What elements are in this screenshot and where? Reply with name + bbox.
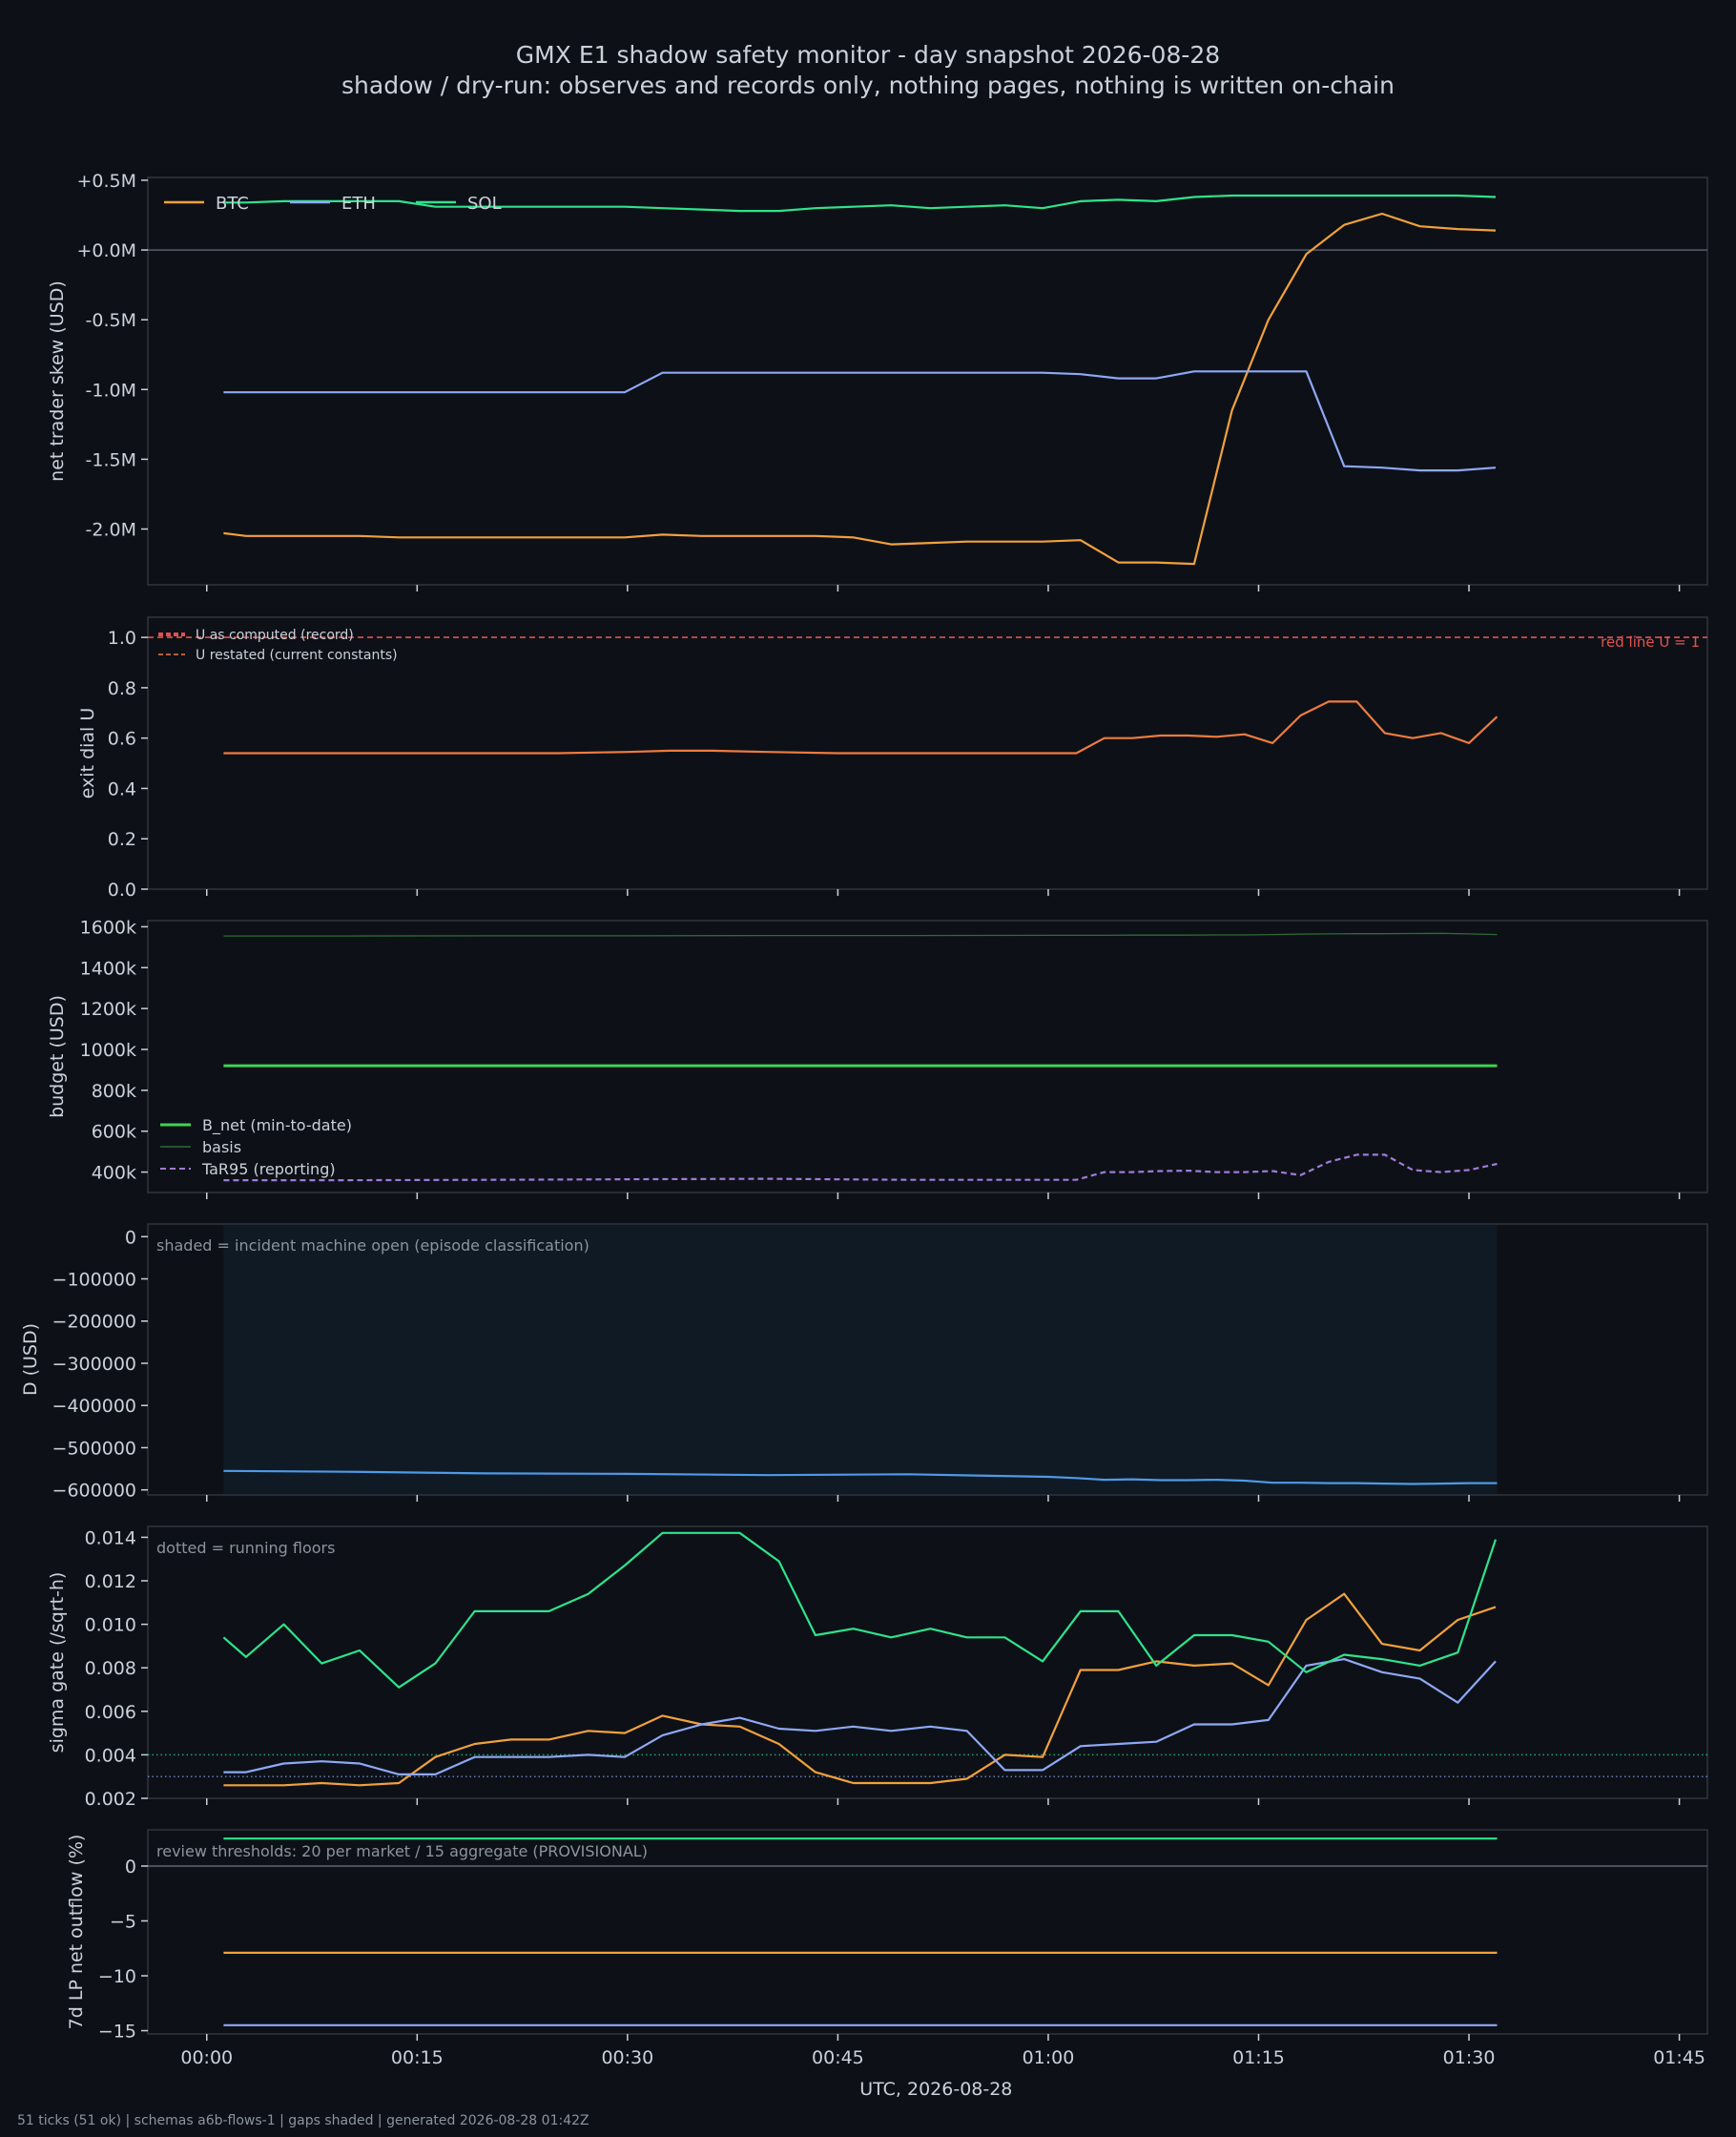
legend-skew: BTC ETH SOL [164, 194, 502, 214]
legend-label: basis [202, 1138, 241, 1156]
y-tick-label: +0.5M [76, 171, 136, 192]
plot-area [147, 176, 1708, 586]
red-line-annotation: red line U = 1 [1601, 633, 1700, 651]
panel-2: 1.0 0.8 0.6 0.4 0.2 0.0 exit dial U red line U … [77, 616, 1708, 901]
legend-label: TaR95 (reporting) [201, 1160, 336, 1178]
x-tick-label: 00:00 [180, 2047, 233, 2068]
plot-area [147, 1829, 1708, 2035]
y-tick-label: 600k [92, 1122, 136, 1143]
panel-3: 1600k 1400k 1200k 1000k 800k 600k 400k budget (… [47, 917, 1708, 1199]
panel-annotation: dotted = running floors [156, 1539, 335, 1557]
y-axis-label: net trader skew (USD) [47, 280, 68, 482]
x-tick-label: 00:45 [812, 2047, 864, 2068]
panels: +0.5M +0.0M -0.5M -1.0M -1.5M -2.0M net trader… [20, 171, 1708, 2100]
series-line-tar95-reporting- [223, 1153, 1498, 1182]
y-tick-label: -1.5M [86, 449, 136, 470]
y-tick-label: −100000 [52, 1270, 136, 1291]
panel-6: 0 −5 −10 −15 00:00 00:15 00:30 00:45 01:00 01:15 0… [66, 1829, 1708, 2100]
y-tick-label: 0.8 [108, 678, 136, 699]
series-line-btc [223, 212, 1497, 566]
panel-1: +0.5M +0.0M -0.5M -1.0M -1.5M -2.0M net trader… [47, 171, 1708, 591]
legend-label: B_net (min-to-date) [202, 1116, 352, 1135]
y-tick-label: 0.008 [85, 1658, 136, 1679]
y-tick-label: 0.4 [108, 778, 136, 799]
y-tick-label: −500000 [52, 1438, 136, 1459]
series-line-sol [223, 194, 1497, 213]
y-tick-label: −600000 [52, 1481, 136, 1502]
legend-budget: B_net (min-to-date) basis TaR95 (reporting… [160, 1116, 352, 1178]
y-tick-label: 0.004 [85, 1745, 136, 1766]
series-line-basis [223, 932, 1498, 937]
shaded-incident-region [223, 1225, 1498, 1494]
y-tick-label: 1.0 [108, 628, 136, 649]
y-tick-label: −300000 [52, 1354, 136, 1375]
y-tick-label: −5 [110, 1911, 136, 1932]
y-tick-label: 0 [125, 1857, 136, 1878]
x-tick-label: 01:45 [1653, 2047, 1705, 2068]
x-axis-label: UTC, 2026-08-28 [859, 2079, 1012, 2100]
panel-5: 0.014 0.012 0.010 0.008 0.006 0.004 0.002 sigma… [47, 1525, 1708, 1810]
panel-4: 0 −100000 −200000 −300000 −400000 −500000 −600… [20, 1223, 1708, 1502]
y-tick-label: 1400k [80, 958, 136, 979]
series-line-eth [223, 370, 1497, 472]
y-tick-label: 0.010 [85, 1615, 136, 1636]
y-tick-label: 1600k [80, 917, 136, 938]
panel-annotation: shaded = incident machine open (episode … [156, 1236, 589, 1255]
y-tick-label: −10 [98, 1966, 136, 1987]
y-axis-label: 7d LP net outflow (%) [66, 1835, 87, 2030]
y-tick-label: −400000 [52, 1396, 136, 1417]
y-tick-label: 0.6 [108, 729, 136, 750]
y-tick-label: −200000 [52, 1312, 136, 1333]
y-axis-label: exit dial U [77, 708, 98, 799]
y-tick-label: 800k [92, 1081, 136, 1102]
x-tick-label: 01:15 [1232, 2047, 1285, 2068]
series-line-btc [223, 1592, 1497, 1787]
legend-label: ETH [341, 194, 376, 214]
y-tick-label: 400k [92, 1163, 136, 1184]
legend-label: SOL [467, 194, 502, 214]
y-axis-label: D (USD) [20, 1323, 41, 1396]
y-tick-label: 0.002 [85, 1789, 136, 1810]
y-tick-label: -2.0M [86, 520, 136, 541]
x-tick-label: 01:00 [1023, 2047, 1075, 2068]
y-axis-label: sigma gate (/sqrt-h) [47, 1572, 68, 1753]
y-tick-label: 0 [125, 1227, 136, 1248]
series-line-sol [222, 1531, 1498, 1689]
plot-area [147, 1525, 1708, 1799]
legend-label: U as computed (record) [196, 628, 354, 643]
y-tick-label: 0.0 [108, 880, 136, 901]
y-tick-label: 0.014 [85, 1527, 136, 1548]
y-tick-label: 0.006 [85, 1702, 136, 1723]
y-tick-label: −15 [98, 2022, 136, 2043]
x-tick-label: 01:30 [1443, 2047, 1496, 2068]
panel-annotation: review thresholds: 20 per market / 15 ag… [156, 1842, 648, 1860]
series-line-d [223, 1469, 1498, 1485]
y-tick-label: -0.5M [86, 310, 136, 331]
legend-label: U restated (current constants) [196, 648, 398, 663]
x-tick-label: 00:30 [601, 2047, 653, 2068]
plot-area [147, 920, 1708, 1193]
y-tick-label: 1200k [80, 999, 136, 1020]
y-axis-label: budget (USD) [47, 995, 68, 1118]
legend-dial: U as computed (record) U restated (curren… [158, 628, 398, 663]
figure-footer: 51 ticks (51 ok) | schemas a6b-flows-1 |… [17, 2113, 589, 2128]
y-tick-label: -1.0M [86, 380, 136, 401]
legend-label: BTC [216, 194, 249, 214]
y-tick-label: 0.012 [85, 1571, 136, 1592]
x-tick-label: 00:15 [391, 2047, 444, 2068]
y-tick-label: 1000k [80, 1040, 136, 1061]
series-line-eth [223, 1657, 1497, 1776]
figure-title: GMX E1 shadow safety monitor - day snaps… [516, 41, 1220, 69]
y-tick-label: 0.2 [108, 829, 136, 850]
y-tick-label: +0.0M [76, 240, 136, 261]
series-line-u-restated-current-constants- [223, 700, 1498, 755]
figure-subtitle: shadow / dry-run: observes and records o… [341, 72, 1395, 99]
